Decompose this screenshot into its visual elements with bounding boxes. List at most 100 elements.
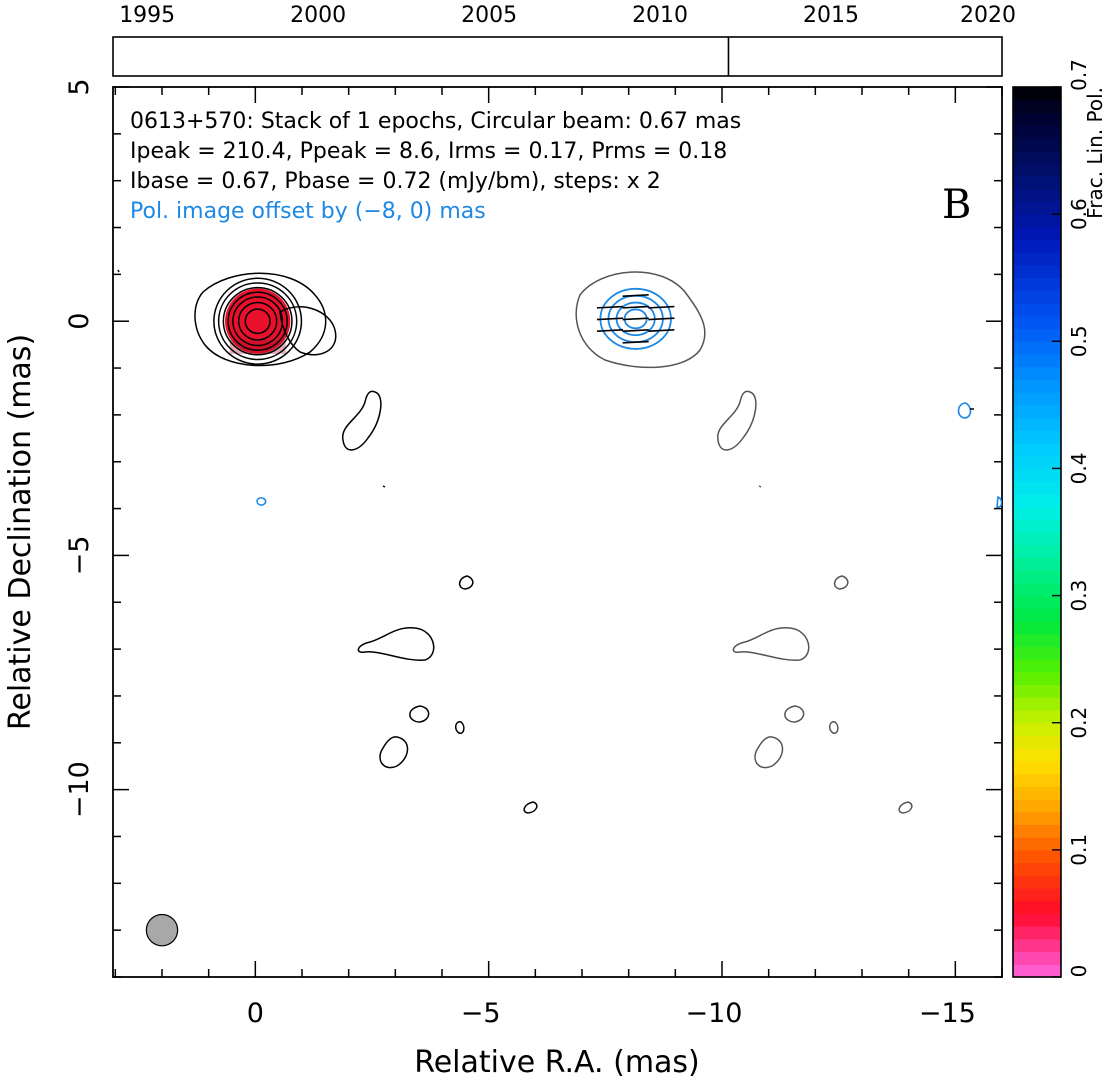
colorbar-strip xyxy=(1013,506,1061,520)
colorbar-strip xyxy=(1013,341,1061,355)
timeline-year-label: 1995 xyxy=(119,3,175,28)
colorbar-strip xyxy=(1013,290,1061,304)
pol-speck-1 xyxy=(256,497,267,506)
evpa-tick xyxy=(648,329,675,333)
colorbar-strip xyxy=(1013,671,1061,686)
colorbar-strip xyxy=(1013,748,1061,762)
colorbar-tick-label: 0.1 xyxy=(1067,834,1091,866)
colorbar-strip xyxy=(1013,900,1061,915)
x-tick-label: −10 xyxy=(686,998,743,1029)
colorbar-strip xyxy=(1013,735,1061,749)
timeline-frame xyxy=(112,36,1003,77)
colorbar-strip xyxy=(1013,239,1061,253)
colorbar-strip xyxy=(1013,455,1061,470)
colorbar-strip xyxy=(1013,277,1061,292)
jet-speck xyxy=(382,485,386,488)
evpa-tick xyxy=(648,317,675,321)
colorbar-label: Frac. Lin. Pol. xyxy=(1083,87,1107,219)
colorbar-tick-label: 0.7 xyxy=(1067,59,1091,91)
colorbar-strip xyxy=(1013,265,1061,279)
evpa-tick xyxy=(596,329,624,333)
jet-knot-3 xyxy=(357,627,435,661)
evpa-tick xyxy=(596,305,624,309)
colorbar-strip xyxy=(1013,137,1061,152)
offset-speck xyxy=(758,485,762,488)
plot-frame xyxy=(112,86,1003,978)
x-tick-label: −5 xyxy=(461,998,501,1029)
jet-knot-4 xyxy=(409,705,430,723)
colorbar-strip xyxy=(1013,125,1061,139)
colorbar-strip xyxy=(1013,951,1061,965)
colorbar-strip xyxy=(1013,188,1061,203)
colorbar-strip xyxy=(1013,430,1061,444)
colorbar-strip xyxy=(1013,926,1061,940)
y-axis-label: Relative Declination (mas) xyxy=(3,334,38,730)
offset-stokes-i-contour xyxy=(575,271,706,369)
colorbar-strip xyxy=(1013,366,1061,381)
x-tick-label: −15 xyxy=(919,998,976,1029)
evpa-tick xyxy=(622,340,649,344)
colorbar-strip xyxy=(1013,608,1061,622)
colorbar-strip xyxy=(1013,328,1061,342)
info-line-1: 0613+570: Stack of 1 epochs, Circular be… xyxy=(130,109,741,134)
colorbar-strip xyxy=(1013,824,1061,838)
offset-knot-3 xyxy=(732,627,810,661)
colorbar-strip xyxy=(1013,621,1061,635)
core-contour-1 xyxy=(244,308,271,335)
core-contour-4 xyxy=(227,291,288,351)
colorbar-strip xyxy=(1013,392,1061,406)
core-contour-6 xyxy=(217,282,298,361)
evpa-vectors xyxy=(596,294,675,344)
y-tick-label: 5 xyxy=(64,78,95,95)
core-extension-contour xyxy=(279,306,337,356)
jet-knot-7 xyxy=(523,801,538,814)
pol-noise-contours xyxy=(256,402,1002,508)
colorbar-strip xyxy=(1013,404,1061,419)
y-tick-label: −10 xyxy=(64,761,95,818)
x-tick-labels: 0 −5 −10 −15 xyxy=(247,998,976,1029)
colorbar-strip xyxy=(1013,532,1061,546)
colorbar-strip xyxy=(1013,875,1061,889)
colorbar-strip xyxy=(1013,544,1061,559)
colorbar-strip xyxy=(1013,315,1061,330)
x-tick-label: 0 xyxy=(247,998,264,1029)
frac-pol-core-fill xyxy=(224,288,291,354)
colorbar-strip xyxy=(1013,379,1061,393)
colorbar-ticks: 0 0.1 0.2 0.3 0.4 0.5 0.6 0.7 xyxy=(1052,59,1091,978)
x-axis-ticks xyxy=(114,87,1003,977)
colorbar: 0 0.1 0.2 0.3 0.4 0.5 0.6 0.7 Frac. Lin. Pol. xyxy=(1012,59,1107,978)
colorbar-strip xyxy=(1013,443,1061,457)
evpa-tick xyxy=(596,317,624,321)
colorbar-frame xyxy=(1012,86,1062,978)
colorbar-strip xyxy=(1013,938,1061,953)
y-tick-labels: 5 0 −5 −10 xyxy=(64,78,95,818)
jet-knot-5 xyxy=(454,720,465,735)
colorbar-strip xyxy=(1013,837,1061,851)
offset-knot-4 xyxy=(784,705,805,723)
colorbar-strip xyxy=(1013,201,1061,215)
colorbar-strip xyxy=(1013,684,1061,698)
colorbar-strip xyxy=(1013,849,1061,864)
core-outer-contour xyxy=(194,272,327,367)
colorbar-strip xyxy=(1013,913,1061,927)
colorbar-tick-label: 0.6 xyxy=(1067,198,1091,230)
timeline-year-label: 2005 xyxy=(461,3,517,28)
offset-jet-contours xyxy=(717,390,913,814)
pol-speck-2 xyxy=(957,402,972,419)
colorbar-strip xyxy=(1013,481,1061,495)
edge-speck xyxy=(117,269,120,273)
offset-knot-1 xyxy=(717,390,757,451)
pol-speck-3 xyxy=(996,495,1002,508)
colorbar-strip xyxy=(1013,862,1061,876)
evpa-tick xyxy=(622,317,649,321)
colorbar-strip xyxy=(1013,888,1061,902)
timeline-year-label: 2020 xyxy=(960,3,1016,28)
core-contour-2 xyxy=(237,301,278,341)
timeline-year-label: 2010 xyxy=(632,3,688,28)
colorbar-tick-label: 0.5 xyxy=(1067,325,1091,357)
stokes-i-core-contours xyxy=(213,277,303,365)
colorbar-strip xyxy=(1013,595,1061,609)
frac-pol-core-shade xyxy=(229,339,286,354)
colorbar-strip xyxy=(1013,786,1061,800)
info-line-4: Pol. image offset by (−8, 0) mas xyxy=(130,199,486,224)
